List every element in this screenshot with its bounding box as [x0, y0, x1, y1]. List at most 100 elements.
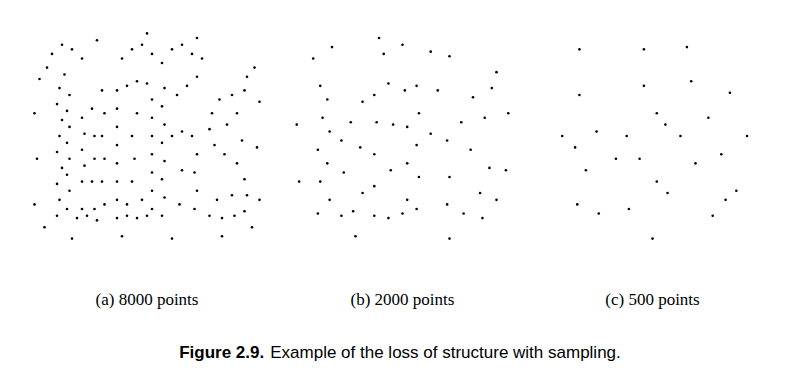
point: [375, 121, 378, 124]
point: [507, 112, 510, 115]
point: [729, 91, 732, 94]
point: [61, 119, 64, 122]
point: [33, 203, 36, 206]
point: [176, 94, 179, 97]
point: [387, 82, 390, 85]
point: [71, 237, 74, 240]
point: [211, 112, 214, 115]
point: [615, 158, 618, 161]
point: [121, 235, 124, 238]
point: [213, 144, 216, 147]
figure-label: Figure 2.9.: [179, 343, 264, 362]
point: [68, 158, 71, 161]
point: [233, 215, 236, 218]
point: [163, 160, 166, 163]
point: [643, 85, 646, 88]
point: [68, 126, 71, 129]
point: [93, 135, 96, 138]
point: [116, 217, 119, 220]
point: [415, 144, 418, 147]
point: [66, 208, 69, 211]
point: [406, 162, 409, 165]
point: [196, 75, 199, 78]
point: [136, 217, 139, 220]
point: [481, 217, 484, 220]
point: [578, 94, 581, 97]
point: [161, 215, 164, 218]
point: [638, 158, 641, 161]
point: [317, 148, 320, 151]
point: [298, 180, 301, 183]
point: [472, 96, 475, 99]
point: [418, 112, 421, 115]
point: [576, 203, 579, 206]
point: [208, 215, 211, 218]
point: [378, 37, 381, 40]
point: [462, 212, 465, 215]
point: [161, 105, 164, 108]
point: [312, 57, 315, 60]
point: [151, 98, 154, 101]
point: [491, 87, 494, 90]
point: [36, 158, 39, 161]
point: [483, 116, 486, 119]
point: [448, 176, 451, 179]
point: [574, 146, 577, 149]
point: [86, 215, 89, 218]
point: [373, 185, 376, 188]
point: [354, 235, 357, 238]
point: [151, 116, 154, 119]
figure-caption: Figure 2.9. Example of the loss of struct…: [179, 343, 621, 362]
point: [216, 199, 219, 202]
point: [196, 37, 199, 40]
point: [342, 171, 345, 174]
points: [561, 46, 748, 240]
point: [720, 153, 723, 156]
point: [101, 89, 104, 92]
point: [81, 148, 84, 151]
panel-caption: (a) 8000 points: [96, 290, 199, 309]
point: [146, 32, 149, 35]
point: [96, 39, 99, 42]
point: [131, 135, 134, 138]
point: [446, 203, 449, 206]
point: [469, 148, 472, 151]
point: [352, 210, 355, 213]
point: [231, 94, 234, 97]
panel-caption: (b) 2000 points: [351, 290, 455, 309]
point: [735, 189, 738, 192]
point: [479, 192, 482, 195]
point: [406, 199, 409, 202]
point: [656, 112, 659, 115]
point: [151, 189, 154, 192]
point: [625, 135, 628, 138]
point: [221, 217, 224, 220]
panel-caption: (c) 500 points: [605, 290, 699, 309]
point: [116, 107, 119, 110]
point: [181, 169, 184, 172]
point: [193, 208, 196, 211]
point: [246, 75, 249, 78]
point: [116, 199, 119, 202]
point: [243, 178, 246, 181]
point: [76, 217, 79, 220]
point: [131, 48, 134, 51]
point: [56, 103, 59, 106]
point: [141, 44, 144, 47]
point: [243, 210, 246, 213]
figure-caption-text: Example of the loss of structure with sa…: [270, 343, 621, 362]
point: [116, 162, 119, 165]
point: [178, 203, 181, 206]
point: [161, 178, 164, 181]
point: [186, 85, 189, 88]
point: [68, 189, 71, 192]
point: [81, 180, 84, 183]
point: [595, 130, 598, 133]
point: [43, 226, 46, 229]
point: [406, 126, 409, 129]
point: [578, 48, 581, 51]
point: [83, 132, 86, 135]
point: [401, 212, 404, 215]
point: [361, 101, 364, 104]
point: [258, 101, 261, 104]
